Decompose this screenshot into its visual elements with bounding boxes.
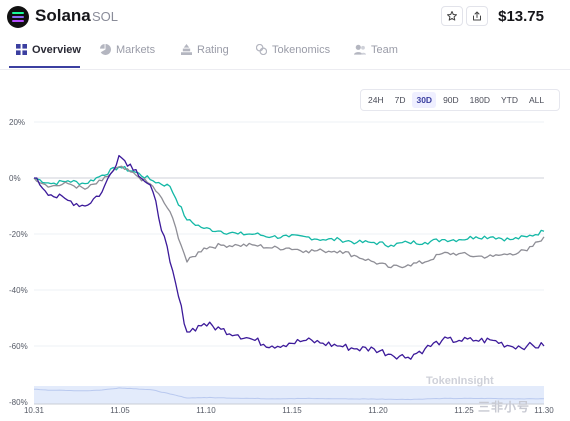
x-tick-label: 11.25 [454, 406, 474, 415]
x-tick-label: 11.10 [196, 406, 216, 415]
logo-bar-bottom [12, 20, 24, 23]
users-icon [354, 44, 366, 55]
coin-header: Solana SOL $13.75 [0, 0, 570, 36]
range-180d[interactable]: 180D [469, 95, 490, 105]
solana-logo-icon [7, 6, 29, 28]
tab-label: Rating [197, 44, 229, 56]
coins-icon [256, 44, 267, 55]
coin-symbol: SOL [92, 9, 119, 24]
range-ytd[interactable]: YTD [500, 95, 518, 105]
y-tick-label: 20% [9, 118, 26, 127]
watermark-bottom: 三非小号 [478, 400, 531, 414]
active-tab-indicator [9, 66, 80, 68]
range-7d[interactable]: 7D [394, 95, 406, 105]
series-line-0 [33, 165, 545, 248]
y-tick-label: -20% [9, 230, 28, 239]
pie-chart-icon [100, 44, 111, 55]
tab-tokenomics[interactable]: Tokenomics [256, 44, 330, 70]
tab-label: Markets [116, 44, 156, 56]
star-icon [447, 11, 457, 21]
range-90d[interactable]: 90D [443, 95, 459, 105]
tab-label: Tokenomics [272, 44, 331, 56]
coin-name: Solana [35, 6, 91, 25]
range-all[interactable]: ALL [528, 95, 545, 105]
tab-overview[interactable]: Overview [16, 44, 81, 70]
share-icon [473, 11, 481, 21]
y-tick-label: 0% [9, 174, 21, 183]
series-line-1 [33, 165, 545, 269]
series-line-2 [34, 154, 545, 360]
favorite-button[interactable] [441, 6, 463, 26]
logo-bar-top [12, 12, 24, 15]
navigator-line [34, 387, 545, 401]
tab-markets[interactable]: Markets [100, 44, 155, 70]
share-button[interactable] [466, 6, 488, 26]
tab-team[interactable]: Team [354, 44, 398, 70]
range-30d[interactable]: 30D [412, 92, 437, 108]
y-tick-label: -40% [9, 286, 28, 295]
x-tick-label: 11.05 [110, 406, 130, 415]
tab-rating[interactable]: Rating [181, 44, 229, 70]
tab-label: Overview [32, 44, 81, 56]
watermark-tokeninsight: TokenInsight [426, 375, 494, 387]
x-tick-label: 11.30 [534, 406, 554, 415]
logo-bar-mid [12, 16, 24, 19]
grid-icon [16, 44, 27, 55]
stack-icon [181, 44, 192, 55]
x-tick-label: 11.15 [282, 406, 302, 415]
coin-price: $13.75 [498, 8, 544, 25]
x-tick-label: 10.31 [23, 406, 45, 415]
y-tick-label: -80% [9, 398, 28, 407]
range-navigator[interactable] [34, 386, 544, 404]
x-tick-label: 11.20 [368, 406, 388, 415]
range-24h[interactable]: 24H [368, 95, 384, 105]
tab-bar: Overview Markets Rating Tokenomics Team [0, 36, 570, 70]
time-range-selector: 24H 7D 30D 90D 180D YTD ALL [360, 89, 560, 111]
y-tick-label: -60% [9, 342, 28, 351]
tab-label: Team [371, 44, 398, 56]
